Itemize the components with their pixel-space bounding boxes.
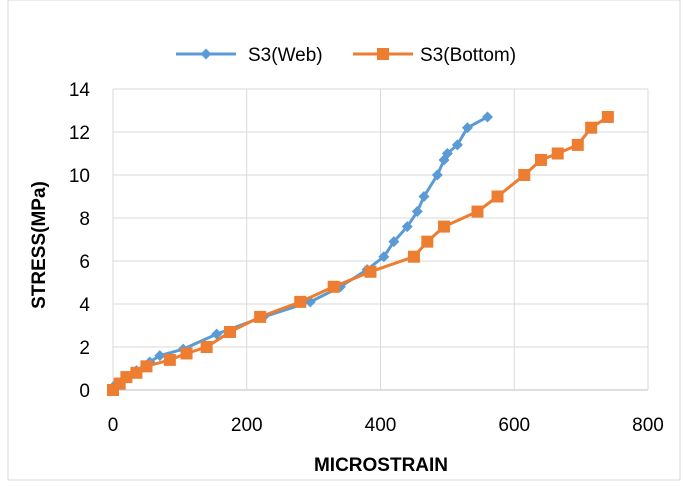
chart-border [7, 0, 681, 481]
legend-swatch-marker [200, 48, 212, 60]
tick-labels: 0 2 4 6 8 10 12 14 0 200 400 600 800 [69, 80, 664, 436]
x-tick-label: 200 [231, 415, 263, 436]
data-point-s3-bottom [120, 371, 133, 384]
data-point-s3-bottom [130, 366, 143, 379]
data-point-s3-web [431, 169, 443, 181]
data-point-s3-web [451, 139, 463, 151]
data-point-s3-web [461, 122, 473, 134]
data-point-s3-bottom [438, 220, 451, 233]
data-point-s3-bottom [407, 250, 420, 263]
data-point-s3-bottom [364, 265, 377, 278]
data-point-s3-bottom [140, 360, 153, 373]
y-tick-label: 14 [69, 80, 91, 101]
y-tick-label: 12 [69, 123, 90, 144]
data-point-s3-bottom [254, 310, 267, 323]
y-tick-label: 8 [79, 209, 90, 230]
data-point-s3-web [211, 328, 223, 340]
data-point-s3-bottom [224, 325, 237, 338]
data-point-s3-bottom [535, 153, 547, 166]
x-tick-label: 600 [498, 415, 530, 436]
data-point-s3-bottom [585, 121, 598, 134]
legend-label: S3(Web) [248, 45, 323, 66]
y-tick-label: 0 [79, 381, 90, 402]
data-point-s3-web [411, 206, 423, 218]
legend-swatch-marker [377, 48, 389, 60]
series-layer [107, 110, 614, 396]
data-point-s3-bottom [180, 347, 193, 360]
data-point-s3-bottom [601, 110, 614, 123]
legend-label: S3(Bottom) [420, 45, 516, 66]
x-axis-title: MICROSTRAIN [314, 455, 448, 476]
data-point-s3-web [154, 350, 166, 362]
data-point-s3-web [401, 221, 413, 233]
data-point-s3-bottom [471, 205, 484, 218]
legend: S3(Web) S3(Bottom) [176, 45, 516, 66]
data-point-s3-bottom [200, 341, 213, 353]
data-point-s3-web [482, 111, 493, 123]
data-point-s3-bottom [518, 169, 531, 181]
data-point-s3-web [388, 236, 400, 248]
data-point-s3-bottom [327, 280, 340, 293]
data-point-s3-web [441, 148, 453, 159]
y-tick-label: 10 [69, 166, 90, 187]
data-point-s3-bottom [551, 147, 564, 160]
x-tick-label: 400 [365, 415, 397, 436]
data-point-s3-bottom [571, 138, 584, 151]
data-point-s3-bottom [491, 190, 504, 203]
y-tick-label: 2 [79, 338, 90, 359]
legend-item-s3-bottom: S3(Bottom) [353, 45, 516, 66]
data-point-s3-web [378, 251, 390, 263]
legend-item-s3-web: S3(Web) [176, 45, 323, 66]
x-tick-label: 0 [108, 415, 119, 436]
data-point-s3-bottom [163, 353, 176, 366]
y-tick-label: 4 [79, 295, 90, 316]
y-tick-label: 6 [79, 252, 90, 273]
y-axis-title: STRESS(MPa) [29, 181, 50, 309]
series-s3-bottom [107, 110, 614, 396]
data-point-s3-bottom [294, 295, 307, 308]
data-point-s3-web [418, 191, 430, 202]
data-point-s3-bottom [421, 235, 434, 248]
x-tick-label: 800 [632, 415, 664, 436]
